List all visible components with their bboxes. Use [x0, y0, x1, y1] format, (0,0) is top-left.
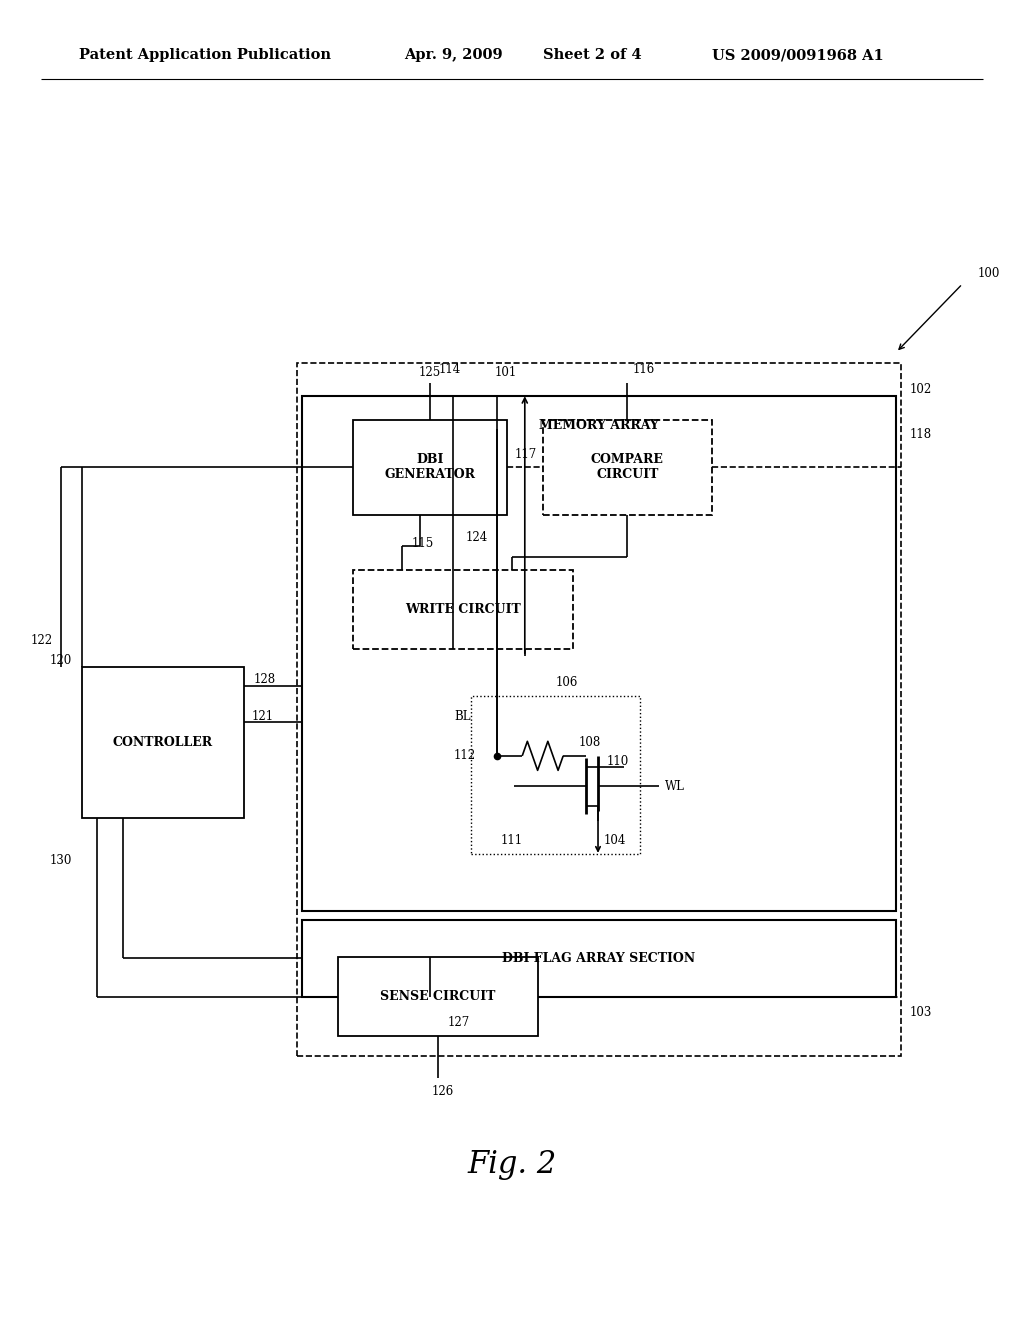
Text: 103: 103	[909, 1006, 932, 1019]
Text: CONTROLLER: CONTROLLER	[113, 737, 213, 748]
Text: 116: 116	[633, 363, 654, 376]
Text: Patent Application Publication: Patent Application Publication	[79, 49, 331, 62]
Text: MEMORY ARRAY: MEMORY ARRAY	[539, 418, 659, 432]
Text: 125: 125	[419, 366, 440, 379]
Text: 102: 102	[909, 383, 932, 396]
Bar	[302, 920, 896, 997]
Bar	[543, 420, 712, 515]
Text: 100: 100	[978, 267, 1000, 280]
Text: 122: 122	[31, 634, 53, 647]
Text: SENSE CIRCUIT: SENSE CIRCUIT	[380, 990, 496, 1003]
Bar	[353, 420, 507, 515]
Bar	[471, 696, 640, 854]
Text: 110: 110	[606, 755, 629, 768]
Text: 104: 104	[603, 834, 626, 847]
Text: 120: 120	[49, 653, 72, 667]
Text: 128: 128	[254, 673, 276, 686]
Bar	[297, 363, 901, 1056]
Text: WRITE CIRCUIT: WRITE CIRCUIT	[406, 603, 521, 616]
Text: 106: 106	[556, 676, 579, 689]
Bar	[82, 667, 244, 818]
Text: 126: 126	[432, 1085, 454, 1098]
Text: 112: 112	[454, 750, 476, 763]
Text: 118: 118	[909, 428, 932, 441]
Text: WL: WL	[665, 780, 684, 793]
Text: DBI
GENERATOR: DBI GENERATOR	[385, 453, 475, 482]
Text: 121: 121	[252, 710, 274, 723]
Text: Fig. 2: Fig. 2	[467, 1148, 557, 1180]
Text: 127: 127	[449, 1016, 470, 1030]
Text: 111: 111	[501, 834, 523, 847]
Text: Apr. 9, 2009: Apr. 9, 2009	[404, 49, 503, 62]
Text: 130: 130	[49, 854, 72, 867]
Text: 114: 114	[438, 363, 461, 376]
Text: DBI FLAG ARRAY SECTION: DBI FLAG ARRAY SECTION	[503, 952, 695, 965]
Text: Sheet 2 of 4: Sheet 2 of 4	[543, 49, 641, 62]
Text: COMPARE
CIRCUIT: COMPARE CIRCUIT	[591, 453, 664, 482]
Bar	[302, 396, 896, 911]
Text: 115: 115	[412, 537, 434, 550]
Text: 108: 108	[579, 737, 601, 750]
Bar	[353, 570, 573, 649]
Text: 117: 117	[515, 447, 538, 461]
Text: 124: 124	[466, 531, 488, 544]
Text: BL: BL	[455, 710, 471, 723]
Bar	[338, 957, 538, 1036]
Text: 101: 101	[495, 366, 516, 379]
Text: US 2009/0091968 A1: US 2009/0091968 A1	[712, 49, 884, 62]
